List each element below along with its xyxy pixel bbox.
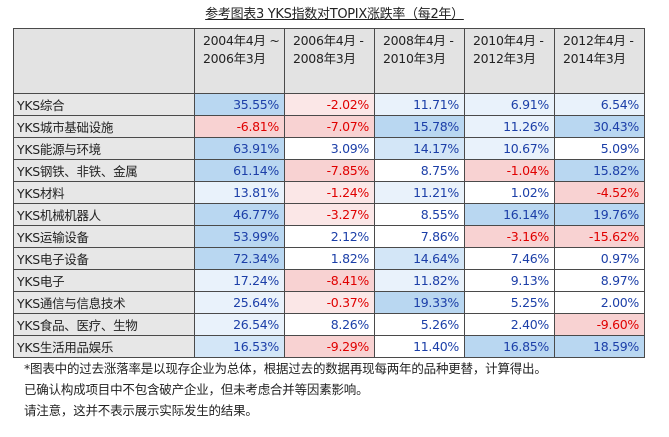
return-value-cell: 6.91% [465,94,555,116]
index-name-cell: YKS综合 [14,94,195,116]
return-value-cell: -7.07% [285,116,375,138]
return-value-cell: 16.14% [465,204,555,226]
return-value-cell: 1.82% [285,248,375,270]
return-value-cell: 13.81% [195,182,285,204]
index-name-cell: YKS电子 [14,270,195,292]
return-value-cell: 8.75% [375,160,465,182]
return-value-cell: 6.54% [555,94,645,116]
return-value-cell: 11.40% [375,336,465,358]
header-row: 2004年4月 ~ 2006年3月 2006年4月 - 2008年3月 2008… [14,29,645,94]
return-value-cell: -7.85% [285,160,375,182]
return-value-cell: 8.97% [555,270,645,292]
return-value-cell: 7.46% [465,248,555,270]
table-row: YKS综合35.55%-2.02%11.71%6.91%6.54% [14,94,645,116]
return-value-cell: 15.82% [555,160,645,182]
return-value-cell: 3.09% [285,138,375,160]
table-row: YKS通信与信息技术25.64%-0.37%19.33%5.25%2.00% [14,292,645,314]
return-value-cell: 11.82% [375,270,465,292]
period-header: 2010年4月 - 2012年3月 [465,29,555,94]
footnote-line: *图表中的过去涨落率是以现存企业为总体，根据过去的数据再现每两年的品种更替，计算… [24,358,547,379]
return-value-cell: -3.16% [465,226,555,248]
table-row: YKS城市基础设施-6.81%-7.07%15.78%11.26%30.43% [14,116,645,138]
period-header: 2004年4月 ~ 2006年3月 [195,29,285,94]
return-value-cell: 14.17% [375,138,465,160]
footnotes: *图表中的过去涨落率是以现存企业为总体，根据过去的数据再现每两年的品种更替，计算… [24,358,547,421]
return-value-cell: 2.40% [465,314,555,336]
return-value-cell: -1.04% [465,160,555,182]
return-value-cell: -6.81% [195,116,285,138]
return-value-cell: -9.29% [285,336,375,358]
index-name-cell: YKS电子设备 [14,248,195,270]
return-value-cell: 11.21% [375,182,465,204]
table-row: YKS运输设备53.99%2.12%7.86%-3.16%-15.62% [14,226,645,248]
return-value-cell: 9.13% [465,270,555,292]
return-value-cell: 8.55% [375,204,465,226]
footnote-line: 请注意，这并不表示展示实际发生的结果。 [24,400,547,421]
return-value-cell: 14.64% [375,248,465,270]
return-value-cell: 16.53% [195,336,285,358]
return-value-cell: -0.37% [285,292,375,314]
return-value-cell: -2.02% [285,94,375,116]
table-body: YKS综合35.55%-2.02%11.71%6.91%6.54%YKS城市基础… [14,94,645,358]
index-name-cell: YKS钢铁、非铁、金属 [14,160,195,182]
index-name-cell: YKS城市基础设施 [14,116,195,138]
return-value-cell: 63.91% [195,138,285,160]
return-value-cell: 16.85% [465,336,555,358]
return-value-cell: -4.52% [555,182,645,204]
return-value-cell: 18.59% [555,336,645,358]
index-name-cell: YKS机械机器人 [14,204,195,226]
period-header: 2012年4月 - 2014年3月 [555,29,645,94]
return-value-cell: 5.09% [555,138,645,160]
return-value-cell: 2.00% [555,292,645,314]
return-value-cell: 35.55% [195,94,285,116]
return-value-cell: 19.76% [555,204,645,226]
return-value-cell: 11.71% [375,94,465,116]
return-value-cell: 0.97% [555,248,645,270]
return-value-cell: 5.25% [465,292,555,314]
index-name-cell: YKS通信与信息技术 [14,292,195,314]
table-row: YKS食品、医疗、生物26.54%8.26%5.26%2.40%-9.60% [14,314,645,336]
table-row: YKS钢铁、非铁、金属61.14%-7.85%8.75%-1.04%15.82% [14,160,645,182]
table-row: YKS电子设备72.34%1.82%14.64%7.46%0.97% [14,248,645,270]
return-value-cell: 8.26% [285,314,375,336]
return-value-cell: 26.54% [195,314,285,336]
table-row: YKS生活用品娱乐16.53%-9.29%11.40%16.85%18.59% [14,336,645,358]
return-value-cell: 25.64% [195,292,285,314]
return-value-cell: 5.26% [375,314,465,336]
return-value-cell: 10.67% [465,138,555,160]
period-header: 2006年4月 - 2008年3月 [285,29,375,94]
return-value-cell: -15.62% [555,226,645,248]
table-row: YKS机械机器人46.77%-3.27%8.55%16.14%19.76% [14,204,645,226]
return-value-cell: 46.77% [195,204,285,226]
return-value-cell: 17.24% [195,270,285,292]
return-value-cell: 1.02% [465,182,555,204]
returns-table: 2004年4月 ~ 2006年3月 2006年4月 - 2008年3月 2008… [13,28,645,358]
index-name-cell: YKS材料 [14,182,195,204]
return-value-cell: 53.99% [195,226,285,248]
table-row: YKS电子17.24%-8.41%11.82%9.13%8.97% [14,270,645,292]
index-name-cell: YKS生活用品娱乐 [14,336,195,358]
corner-cell [14,29,195,94]
chart-title: 参考图表3 YKS指数对TOPIX涨跌率（每2年） [0,6,669,24]
return-value-cell: 2.12% [285,226,375,248]
return-value-cell: 11.26% [465,116,555,138]
return-value-cell: -1.24% [285,182,375,204]
footnote-line: 已确认构成项目中不包含破产企业，但未考虑合并等因素影响。 [24,379,547,400]
return-value-cell: 30.43% [555,116,645,138]
return-value-cell: 72.34% [195,248,285,270]
index-name-cell: YKS食品、医疗、生物 [14,314,195,336]
return-value-cell: 19.33% [375,292,465,314]
return-value-cell: -9.60% [555,314,645,336]
index-name-cell: YKS能源与环境 [14,138,195,160]
period-header: 2008年4月 - 2010年3月 [375,29,465,94]
return-value-cell: 15.78% [375,116,465,138]
table-row: YKS材料13.81%-1.24%11.21%1.02%-4.52% [14,182,645,204]
return-value-cell: -8.41% [285,270,375,292]
return-value-cell: 61.14% [195,160,285,182]
return-value-cell: -3.27% [285,204,375,226]
return-value-cell: 7.86% [375,226,465,248]
table-row: YKS能源与环境63.91%3.09%14.17%10.67%5.09% [14,138,645,160]
index-name-cell: YKS运输设备 [14,226,195,248]
